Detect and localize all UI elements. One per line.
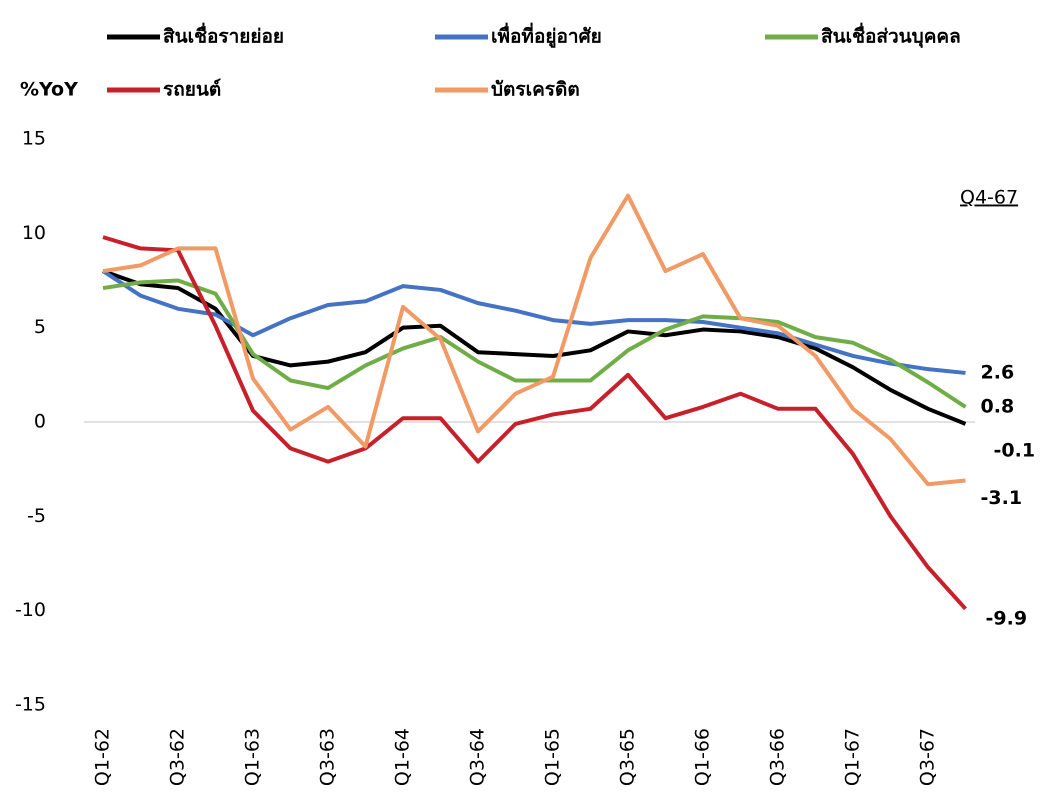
end-value-label: 2.6 bbox=[981, 361, 1015, 383]
y-tick-label: 0 bbox=[34, 411, 46, 433]
legend-label: บัตรเครดิต bbox=[491, 79, 580, 101]
annotation: Q4-67 bbox=[960, 187, 1018, 209]
y-tick-label: -15 bbox=[15, 694, 46, 716]
x-tick-label: Q1-62 bbox=[92, 728, 114, 786]
x-tick-label: Q3-66 bbox=[767, 728, 789, 786]
y-tick-label: -5 bbox=[27, 505, 46, 527]
y-axis-label: %YoY bbox=[20, 79, 78, 101]
legend-label: รถยนต์ bbox=[163, 79, 221, 101]
series-line bbox=[102, 278, 967, 409]
end-value-label: -3.1 bbox=[981, 487, 1023, 509]
legend-label: สินเชื่อรายย่อย bbox=[163, 23, 284, 48]
x-tick-label: Q1-67 bbox=[842, 728, 864, 786]
x-tick-label: Q1-64 bbox=[392, 728, 414, 786]
y-tick-label: 5 bbox=[34, 316, 46, 338]
x-tick-label: Q3-62 bbox=[167, 728, 189, 786]
y-tick-label: -10 bbox=[15, 599, 46, 621]
x-tick-label: Q1-65 bbox=[542, 728, 564, 786]
y-tick-label: 10 bbox=[22, 222, 46, 244]
series-line bbox=[102, 269, 967, 426]
end-value-label: -9.9 bbox=[986, 607, 1028, 629]
x-tick-label: Q1-66 bbox=[692, 728, 714, 786]
x-tick-label: Q3-64 bbox=[467, 728, 489, 786]
x-tick-label: Q3-65 bbox=[617, 728, 639, 786]
series-line bbox=[101, 269, 966, 375]
x-tick-label: Q3-63 bbox=[317, 728, 339, 786]
legend-label: สินเชื่อส่วนบุคคล bbox=[821, 23, 961, 49]
x-tick-label: Q1-63 bbox=[242, 728, 264, 786]
end-value-label: -0.1 bbox=[994, 439, 1036, 461]
x-tick-label: Q3-67 bbox=[917, 728, 939, 786]
series-line bbox=[102, 193, 966, 487]
end-value-label: 0.8 bbox=[981, 395, 1015, 417]
series-line bbox=[102, 235, 967, 611]
legend-label: เพื่อที่อยู่อาศัย bbox=[491, 23, 602, 49]
y-tick-label: 15 bbox=[22, 128, 46, 150]
